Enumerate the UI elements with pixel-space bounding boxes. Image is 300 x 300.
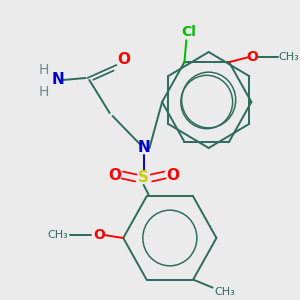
Text: O: O <box>108 167 121 182</box>
Text: N: N <box>52 73 64 88</box>
Text: H: H <box>38 85 49 99</box>
Text: CH₃: CH₃ <box>215 286 236 297</box>
Text: O: O <box>93 228 105 242</box>
Text: H: H <box>38 63 49 77</box>
Text: CH₃: CH₃ <box>47 230 68 240</box>
Text: S: S <box>138 170 149 185</box>
Text: O: O <box>246 50 258 64</box>
Text: N: N <box>137 140 150 155</box>
Text: Cl: Cl <box>181 25 196 39</box>
Text: O: O <box>166 167 179 182</box>
Text: CH₃: CH₃ <box>279 52 300 62</box>
Text: O: O <box>118 52 131 68</box>
